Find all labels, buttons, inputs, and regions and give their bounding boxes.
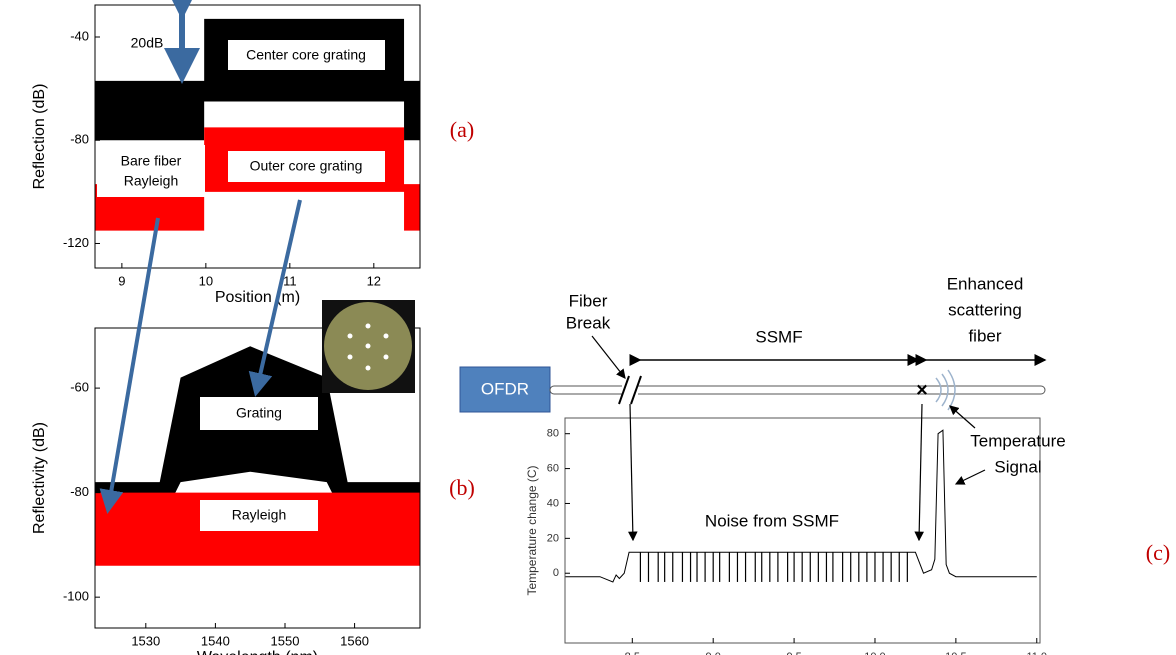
annotation: Outer core grating [250,158,363,174]
axes-frame [564,417,1041,644]
label-box [228,151,385,182]
device-label: OFDR [481,379,529,398]
x-tick-label: 10.5 [945,651,966,655]
panel-label: (c) [1146,540,1170,565]
break-mark [618,375,630,405]
y-axis-label: Temperature change (C) [525,465,539,595]
y-tick-label: -120 [63,235,89,250]
y-tick-label: -80 [70,132,89,147]
y-tick-label: 20 [547,532,559,544]
annotation: Rayleigh [232,507,286,523]
panel-label: (b) [449,475,475,500]
x-tick-label: 11.0 [1026,651,1047,655]
label-box [97,145,205,197]
noise-band [95,346,420,524]
diagram-label: fiber [968,326,1001,345]
y-tick-label: 60 [547,462,559,474]
y-tick-label: -60 [70,380,89,395]
x-axis-label: Position (m) [215,289,300,306]
splice-mark: × [916,379,928,401]
pointer [949,405,976,429]
y-tick-label: 80 [547,428,559,440]
y-axis-label: Reflection (dB) [31,84,48,190]
diagram-label: Enhanced [947,274,1024,293]
pointer [914,403,924,542]
x-tick-label: 1550 [271,633,300,648]
x-tick-label: 11 [283,273,297,288]
pointer [591,335,626,379]
plots: 9 10 11 12 -40 -80 -120 Position (m) Reflection … [31,4,1047,655]
diagram-label: Fiber [569,291,608,310]
fiber [549,385,1046,395]
x-tick-label: 9 [118,273,125,288]
label-box [228,40,385,70]
plot-area [565,429,1037,583]
diagram-label: Signal [994,457,1041,476]
label-box [200,397,318,430]
x-axis-label: Wavelength (nm) [197,649,318,655]
pointer [954,469,986,485]
x-tick-label: 10 [199,273,213,288]
break-mark [630,375,642,405]
link-arrow [99,217,160,514]
x-tick-label: 1530 [131,633,160,648]
diagram-label: Temperature [970,431,1065,450]
annotation: Grating [236,405,282,421]
temperature-trace [565,429,1037,583]
annotation: Noise from SSMF [705,511,839,530]
label-box [200,500,318,531]
x-tick-label: 12 [367,273,381,288]
diagram-label: Break [566,313,611,332]
y-tick-label: 0 [553,567,559,579]
x-tick-label: 1540 [201,633,230,648]
annotation: Center core grating [246,47,366,63]
pointer [628,403,638,542]
x-tick-label: 8.5 [625,651,640,655]
annotation: Rayleigh [124,173,178,189]
x-tick-label: 1560 [340,633,369,648]
ofdr-box [459,366,551,413]
axes-frame [94,4,421,269]
x-tick-label: 9.5 [786,651,801,655]
annotation: 20dB [131,35,164,51]
x-tick-label: 9.0 [706,651,721,655]
diagram-label: scattering [948,300,1022,319]
y-tick-label: -100 [63,589,89,604]
y-tick-label: 40 [547,497,559,509]
x-tick-label: 10.0 [864,651,885,655]
y-tick-label: -40 [70,28,89,43]
y-axis-label: Reflectivity (dB) [31,422,48,534]
axes-frame [94,327,421,629]
annotation: Bare fiber [121,153,182,169]
panel-label: (a) [450,117,474,142]
diagram-label: SSMF [755,327,802,346]
y-tick-label: -80 [70,484,89,499]
inset-photo [322,300,415,393]
link-arrow [248,199,302,397]
